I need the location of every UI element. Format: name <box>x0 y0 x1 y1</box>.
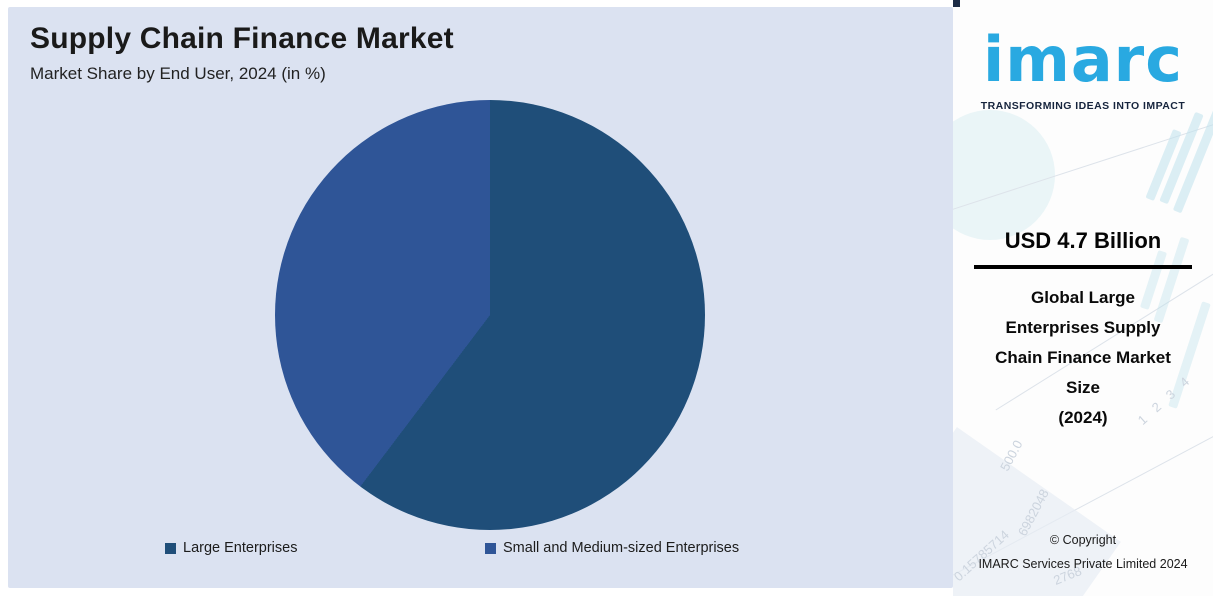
market-size-label: Global Large Enterprises Supply Chain Fi… <box>995 288 1171 427</box>
legend-item-large-enterprises: Large Enterprises <box>165 540 297 556</box>
page-title: Supply Chain Finance Market <box>30 22 454 55</box>
watermark-bar <box>1159 111 1204 205</box>
market-size-callout: USD 4.7 Billion Global Large Enterprises… <box>953 228 1213 433</box>
imarc-tagline: TRANSFORMING IDEAS INTO IMPACT <box>980 100 1186 112</box>
brand-sidebar: 6982048 0.15785714 2768 1 2 3 4 500.0 im… <box>953 0 1213 596</box>
legend-label-large-enterprises: Large Enterprises <box>183 540 298 556</box>
legend: Large Enterprises Small and Medium-sized… <box>8 540 953 560</box>
watermark-bar <box>1172 98 1213 214</box>
corner-accent <box>953 0 960 7</box>
imarc-logo-block: imarc TRANSFORMING IDEAS INTO IMPACT <box>953 22 1213 112</box>
watermark-number: 500.0 <box>997 437 1026 474</box>
legend-swatch-sme <box>485 542 496 554</box>
copyright-notice: © Copyright IMARC Services Private Limit… <box>978 533 1188 571</box>
pie-chart <box>275 100 705 530</box>
chart-subtitle: Market Share by End User, 2024 (in %) <box>30 64 326 83</box>
legend-label-sme: Small and Medium-sized Enterprises <box>503 540 740 556</box>
legend-item-sme: Small and Medium-sized Enterprises <box>485 540 739 556</box>
chart-panel: Supply Chain Finance Market Market Share… <box>8 7 953 588</box>
imarc-logo: imarc <box>982 23 1184 96</box>
legend-swatch-large-enterprises <box>165 542 176 554</box>
watermark-line <box>953 110 1213 211</box>
market-size-value: USD 4.7 Billion <box>1004 228 1162 253</box>
watermark-bar <box>1145 129 1182 201</box>
watermark-circle <box>953 110 1055 240</box>
divider-line <box>974 265 1192 269</box>
